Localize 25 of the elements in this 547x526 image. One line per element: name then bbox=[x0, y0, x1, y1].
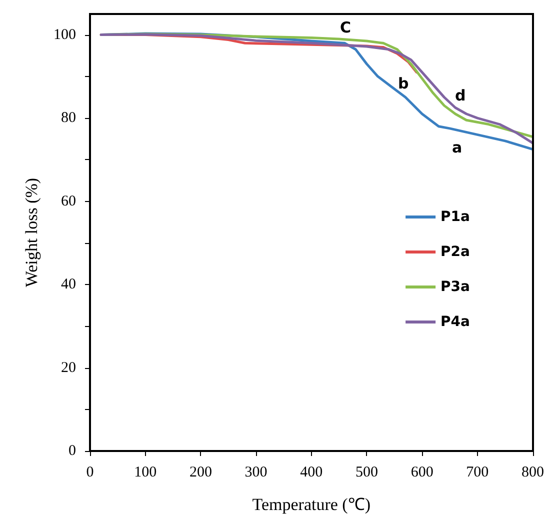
y-axis-title: Weight loss (%) bbox=[22, 178, 41, 288]
legend-label: P1a bbox=[440, 209, 470, 225]
y-tick-label: 20 bbox=[61, 360, 76, 376]
annotation: d bbox=[455, 86, 466, 104]
x-tick-label: 100 bbox=[134, 464, 157, 480]
legend-label: P2a bbox=[440, 244, 470, 260]
y-tick-label: 100 bbox=[54, 26, 76, 43]
x-tick-label: 0 bbox=[86, 464, 94, 480]
legend-label: P4a bbox=[440, 314, 470, 330]
x-tick-label: 400 bbox=[300, 464, 323, 480]
y-tick-label: 80 bbox=[61, 110, 76, 126]
y-tick-label: 0 bbox=[68, 443, 76, 459]
x-tick-label: 500 bbox=[355, 464, 378, 480]
legend-label: P3a bbox=[440, 279, 470, 295]
x-axis-title: Temperature (℃) bbox=[252, 495, 370, 514]
annotation: b bbox=[398, 74, 409, 92]
x-tick-label: 700 bbox=[466, 464, 489, 480]
annotation: a bbox=[452, 138, 462, 156]
x-tick-label: 800 bbox=[522, 464, 544, 480]
y-tick-label: 40 bbox=[61, 276, 76, 293]
annotation: C bbox=[340, 18, 352, 36]
x-tick-label: 600 bbox=[410, 464, 434, 480]
x-tick-label: 300 bbox=[244, 464, 268, 480]
x-tick-label: 200 bbox=[189, 464, 212, 480]
y-tick-label: 60 bbox=[61, 193, 76, 210]
